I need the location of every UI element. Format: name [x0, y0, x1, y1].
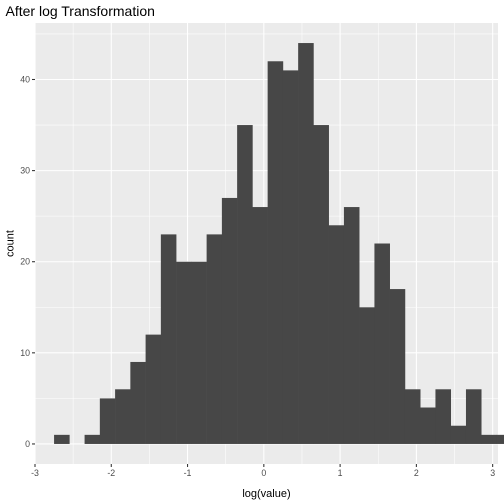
histogram-bar	[481, 434, 497, 444]
x-tick-label: 0	[261, 468, 266, 478]
histogram-bar	[328, 225, 345, 444]
histogram-bar	[160, 234, 177, 444]
chart-title: After log Transformation	[6, 3, 155, 19]
histogram-bar	[145, 334, 162, 444]
histogram-bar	[99, 398, 116, 444]
y-axis-ticks: 0 10 20 30 40	[20, 74, 35, 449]
histogram-bar	[115, 389, 131, 444]
x-tick-label: 2	[414, 468, 419, 478]
histogram-bar	[176, 261, 192, 444]
histogram-bar	[267, 61, 284, 444]
histogram-bar	[404, 389, 421, 444]
histogram-bar	[374, 243, 390, 444]
x-tick-label: -2	[107, 468, 115, 478]
histogram-bar	[420, 407, 436, 444]
y-tick-label: 30	[20, 166, 30, 176]
histogram-bar	[298, 43, 314, 444]
histogram-bars	[54, 43, 504, 444]
histogram-bar	[237, 125, 253, 444]
histogram-bar	[191, 261, 207, 444]
x-tick-label: 3	[490, 468, 495, 478]
histogram-bar	[84, 434, 101, 444]
histogram-bar	[496, 434, 504, 444]
histogram-bar	[359, 307, 375, 444]
histogram-bar	[282, 70, 299, 444]
y-tick-label: 10	[20, 348, 30, 358]
histogram-bar	[389, 289, 406, 444]
histogram-bar	[54, 434, 70, 444]
histogram-bar	[206, 234, 223, 444]
histogram-bar	[130, 361, 146, 444]
x-tick-label: -3	[31, 468, 39, 478]
y-tick-label: 20	[20, 257, 30, 267]
histogram-bar	[313, 125, 329, 444]
x-tick-label: -1	[184, 468, 192, 478]
x-axis-label: log(value)	[242, 488, 290, 500]
y-tick-label: 40	[20, 74, 30, 84]
histogram-bar	[435, 389, 452, 444]
histogram-bar	[450, 425, 467, 444]
histogram-bar	[465, 389, 482, 444]
y-tick-label: 0	[25, 439, 30, 449]
y-axis-label: count	[5, 230, 17, 257]
x-tick-label: 1	[338, 468, 343, 478]
histogram-bar	[221, 197, 238, 444]
histogram-bar	[252, 207, 268, 444]
histogram-bar	[343, 207, 360, 444]
x-axis-ticks: -3 -2 -1 0 1 2 3	[31, 464, 495, 478]
